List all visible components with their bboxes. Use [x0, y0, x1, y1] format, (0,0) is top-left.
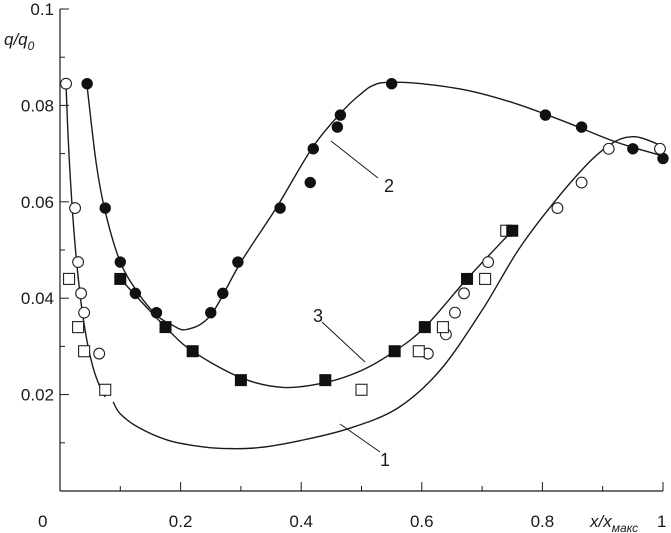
open-square-point [412, 345, 425, 358]
curve-unlabeled [65, 83, 106, 398]
filled-square-point [461, 272, 474, 285]
open-square-point [72, 321, 85, 334]
y-tick-label: 0.02 [21, 386, 54, 405]
y-tick-label: 0.06 [21, 193, 54, 212]
filled-circle-point [539, 109, 552, 121]
x-tick-label: 0.2 [169, 512, 193, 531]
filled-circle-point [331, 121, 344, 133]
open-circle-point [551, 202, 564, 215]
curve-label-3-leader [321, 321, 366, 363]
curve-label-1-leader [339, 423, 381, 453]
open-square-point [436, 321, 449, 334]
open-circle-point [69, 202, 82, 215]
filled-square-point [506, 224, 519, 237]
chart-axes: 0.2 0.4 0.6 0.8 1 0.02 0.04 0.06 0.08 0.1 [21, 0, 667, 531]
curve-label-2-leader [330, 140, 379, 179]
y-axis-title: q/q0 [4, 30, 35, 53]
filled-circle-point [304, 176, 316, 189]
open-circle-point [575, 176, 588, 189]
open-circle-point [654, 142, 666, 155]
open-square-point [479, 272, 492, 285]
filled-circle-point [385, 78, 398, 90]
filled-circle-point [232, 256, 244, 268]
open-circle-point [602, 142, 615, 155]
x-tick-label: 0.6 [410, 512, 434, 531]
open-circle-point [72, 256, 85, 268]
x-tick-label: 0.4 [289, 512, 313, 531]
filled-square-point [234, 374, 247, 387]
open-circle-point [93, 347, 106, 360]
open-circle-point [75, 287, 88, 300]
curve-2 [86, 81, 664, 331]
y-tick-label: 0.1 [30, 0, 54, 19]
open-circle-point [458, 287, 470, 300]
x-tick-label: 1 [657, 512, 666, 531]
curve-label-2: 2 [384, 176, 394, 196]
filled-circle-point [217, 287, 229, 300]
filled-circle-point [81, 78, 93, 90]
x-tick-label: 0.8 [531, 512, 555, 531]
open-circle-point [449, 306, 461, 319]
open-circle-point [60, 77, 72, 90]
filled-square-point [186, 345, 199, 358]
chart-markers [60, 77, 669, 396]
filled-circle-point [307, 143, 319, 155]
filled-square-point [159, 321, 172, 334]
curve-label-3: 3 [313, 306, 323, 326]
filled-circle-point [657, 152, 669, 165]
filled-circle-point [114, 256, 127, 268]
curve-label-1: 1 [380, 450, 390, 470]
filled-square-point [418, 321, 431, 334]
filled-circle-point [334, 109, 347, 121]
filled-square-point [319, 374, 332, 387]
y-tick-label: 0.08 [21, 96, 54, 115]
y-tick-label: 0.04 [21, 289, 54, 308]
filled-circle-point [627, 143, 639, 155]
open-square-point [355, 383, 368, 396]
open-square-point [62, 272, 76, 285]
filled-circle-point [150, 306, 163, 319]
filled-circle-point [99, 202, 111, 214]
open-square-point [99, 383, 112, 396]
filled-circle-point [129, 287, 142, 300]
origin-tick-label: 0 [38, 512, 47, 531]
filled-circle-point [575, 121, 588, 133]
filled-circle-point [205, 306, 217, 319]
open-square-point [78, 345, 91, 358]
filled-circle-point [274, 202, 286, 214]
chart-labels: q/q0 x/xмакс 0 2 3 1 [4, 30, 638, 533]
chart-curves [65, 81, 664, 450]
open-circle-point [78, 306, 91, 319]
filled-square-point [114, 272, 127, 285]
open-circle-point [482, 256, 495, 268]
x-axis-title: x/xмакс [589, 512, 638, 533]
filled-square-point [388, 345, 401, 358]
